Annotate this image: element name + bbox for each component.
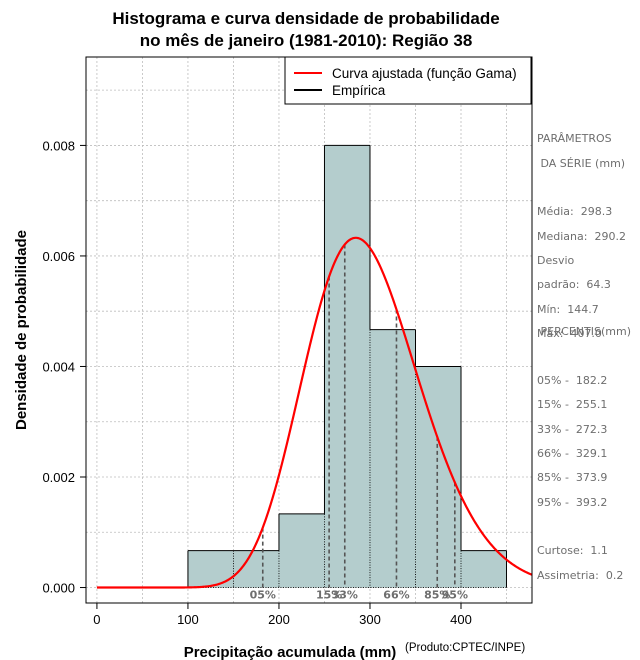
chart-title-line1: Histograma e curva densidade de probabil…: [112, 9, 499, 28]
percentil-95: 95% - 393.2: [537, 495, 608, 509]
gamma-curve-layer: [96, 236, 533, 589]
percentile-label: 95%: [442, 589, 468, 602]
histogram-bar: [187, 550, 234, 588]
percentil-33: 33% - 272.3: [537, 422, 608, 436]
curtose: Curtose: 1.1: [537, 544, 608, 558]
assimetria: Assimetria: 0.2: [537, 568, 624, 582]
histogram-bar: [324, 145, 370, 588]
histogram-bar: [278, 513, 325, 588]
y-tick-label: 0.006: [42, 249, 75, 264]
percentis-heading: PERCENTIS(mm): [537, 325, 631, 339]
x-tick-label: 400: [450, 612, 472, 627]
percentiles-panel: PERCENTIS(mm) 05% - 182.2 15% - 255.1 33…: [537, 314, 631, 594]
chart-title-line2: no mês de janeiro (1981-2010): Região 38: [140, 31, 473, 50]
gamma-fitted-curve: [96, 236, 533, 589]
x-tick-label: 300: [359, 612, 381, 627]
param-min: Mín: 144.7: [537, 302, 599, 316]
param-media: Média: 298.3: [537, 205, 613, 219]
legend: Curva ajustada (função Gama) Empírica: [284, 56, 532, 105]
percentile-label: 66%: [383, 589, 409, 602]
y-tick-label: 0.002: [42, 470, 75, 485]
param-padrao: padrão: 64.3: [537, 278, 611, 292]
series-parameters-panel: PARÂMETROS DA SÉRIE (mm) Média: 298.3 Me…: [537, 121, 626, 353]
axes: 0 100 200 300 400 0.000 0.002 0.004 0.006 0.008: [42, 138, 471, 627]
percentil-05: 05% - 182.2: [537, 373, 608, 387]
percentile-label: 85%: [424, 589, 450, 602]
y-axis-label: Densidade de probabilidade: [13, 230, 30, 430]
legend-label-fitted: Curva ajustada (função Gama): [332, 66, 517, 81]
histogram-bar: [461, 550, 507, 588]
percentile-lines: 05% 15%33% 66% 85%95%: [250, 244, 468, 602]
percentil-15: 15% - 255.1: [537, 398, 608, 412]
param-mediana: Mediana: 290.2: [537, 229, 626, 243]
x-tick-label: 100: [177, 612, 199, 627]
param-max: Máx: 407.0: [537, 327, 602, 341]
percentile-label: 05%: [250, 589, 276, 602]
y-tick-label: 0.008: [42, 138, 75, 153]
param-desvio: Desvio: [537, 254, 575, 268]
y-tick-label: 0.000: [42, 581, 75, 596]
percentile-label: 33%: [332, 589, 358, 602]
credit-label: (Produto:CPTEC/INPE): [405, 642, 525, 654]
params-heading-sub: DA SÉRIE (mm): [537, 156, 626, 170]
legend-box: [284, 56, 532, 105]
x-tick-label: 0: [93, 612, 100, 627]
x-axis-label: Precipitação acumulada (mm): [184, 644, 397, 660]
percentil-66: 66% - 329.1: [537, 447, 608, 461]
percentile-label: 15%: [316, 589, 342, 602]
y-tick-label: 0.004: [42, 359, 75, 374]
legend-label-empirical: Empírica: [332, 83, 386, 98]
params-heading: PARÂMETROS: [537, 132, 612, 146]
histogram-bars: [187, 144, 508, 588]
x-tick-label: 200: [268, 612, 290, 627]
histogram-bar: [369, 329, 416, 588]
percentil-85: 85% - 373.9: [537, 471, 608, 485]
